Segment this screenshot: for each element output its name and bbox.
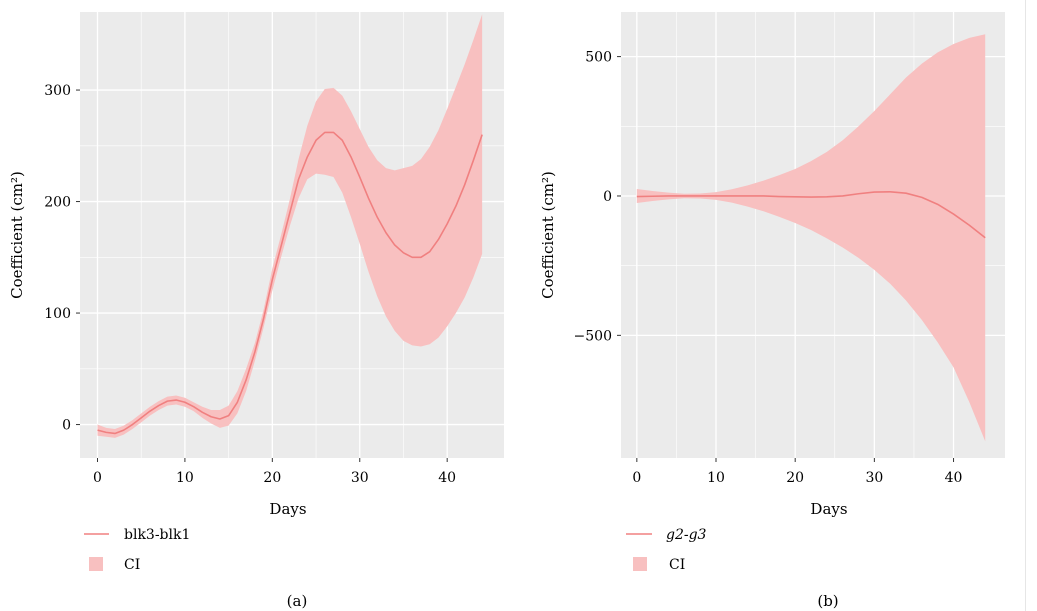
chart-b: 0 10 20 30 40 −500 0 500 Days Coefficient (cm²)… [539,12,1005,610]
legend-ci-swatch [89,557,103,571]
series-line [636,190,986,239]
legend-ci-swatch [633,557,647,571]
x-axis-label: Days [810,500,847,518]
legend-line-label-text: g2-g3 [666,527,707,543]
x-tick-label: 10 [176,470,194,486]
y-tick-label: −500 [574,328,612,344]
y-tick-label: 0 [603,189,612,205]
x-tick-label: 10 [707,470,725,486]
ci-band [636,34,986,442]
y-axis-label: Coefficient (cm²) [8,171,26,299]
x-tick-label: 40 [438,470,456,486]
panel-label: (a) [287,592,308,610]
y-axis-label: Coefficient (cm²) [539,171,557,299]
legend-ci-label: CI [669,557,685,573]
x-tick-label: 20 [263,470,281,486]
tick-labels: 0 10 20 30 40 0 100 200 300 [44,83,456,486]
y-tick-label: 200 [44,195,71,211]
x-axis-label: Days [269,500,306,518]
legend-line-label: g2-g3 [666,527,707,543]
legend-line-label: blk3-blk1 [124,527,190,543]
y-tick-label: 500 [585,50,612,66]
panel-label: (b) [817,592,838,610]
x-tick-label: 20 [786,470,804,486]
x-tick-label: 30 [865,470,883,486]
legend-ci-label: CI [124,557,140,573]
x-tick-label: 40 [945,470,963,486]
x-tick-label: 30 [351,470,369,486]
page-edge-rule [1025,0,1026,611]
series-line [97,131,483,435]
chart-a: 0 10 20 30 40 0 100 200 300 Days Coefficient (cm… [8,12,504,610]
y-tick-label: 300 [44,83,71,99]
chart-marks [97,14,483,438]
y-tick-label: 100 [44,306,71,322]
x-tick-label: 0 [632,470,641,486]
ci-band [97,14,483,438]
x-tick-label: 0 [93,470,102,486]
chart-marks [636,34,986,442]
y-tick-label: 0 [62,418,71,434]
tick-labels: 0 10 20 30 40 −500 0 500 [574,50,963,486]
